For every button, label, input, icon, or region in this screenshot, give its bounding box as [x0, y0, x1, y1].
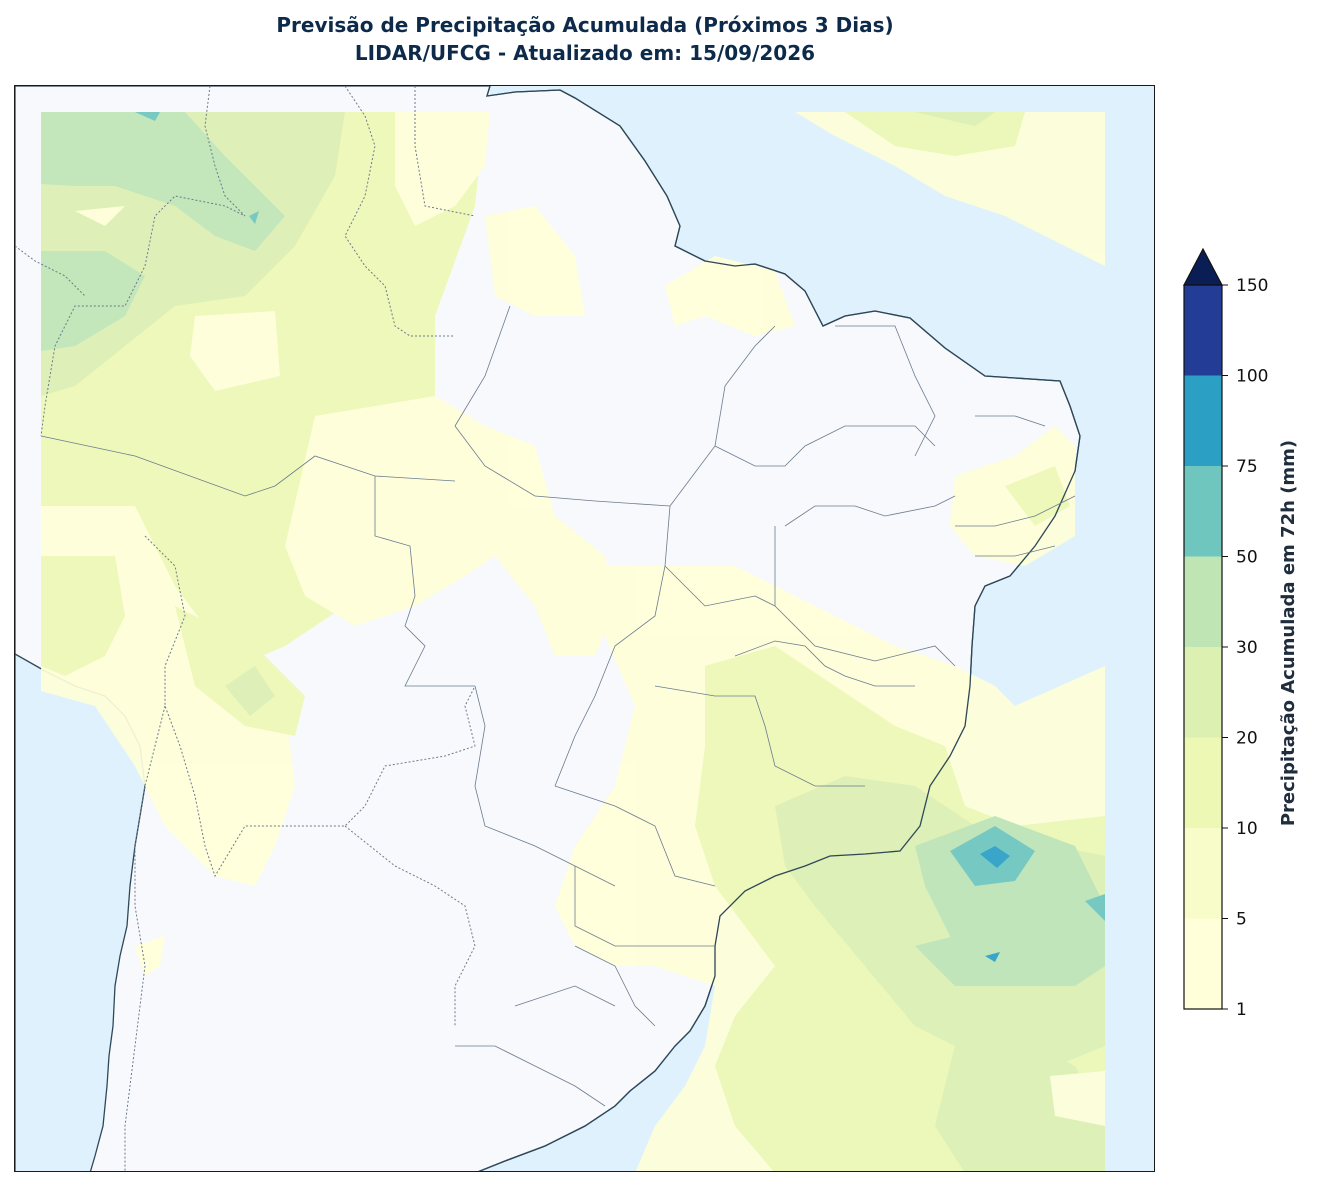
- colorbar-tick-label: 30: [1236, 638, 1258, 658]
- colorbar-tick-label: 20: [1236, 729, 1258, 749]
- colorbar-segment: [1184, 647, 1222, 738]
- colorbar-segment: [1184, 828, 1222, 919]
- chart-title: Previsão de Precipitação Acumulada (Próx…: [276, 13, 894, 37]
- colorbar-tick-label: 75: [1236, 457, 1258, 477]
- map-canvas: [15, 86, 1154, 1171]
- precipitation-map: [14, 85, 1155, 1172]
- state-borders: [40, 305, 1076, 1107]
- colorbar-segment: [1184, 285, 1222, 376]
- colorbar-label: Precipitação Acumulada em 72h (mm): [1278, 440, 1299, 826]
- colorbar-segment: [1184, 918, 1222, 1009]
- colorbar-tick-label: 10: [1236, 819, 1258, 839]
- coastline: [478, 86, 1081, 1171]
- colorbar-extend-arrow: [1183, 247, 1223, 286]
- colorbar-segment: [1184, 375, 1222, 466]
- colorbar-tick-label: 1: [1236, 1000, 1247, 1020]
- colorbar-tick-label: 150: [1236, 276, 1268, 296]
- colorbar-segment: [1184, 466, 1222, 557]
- colorbar-segment: [1184, 556, 1222, 647]
- colorbar-tick-label: 100: [1236, 367, 1268, 387]
- chart-subtitle: LIDAR/UFCG - Atualizado em: 15/09/2026: [354, 41, 816, 65]
- colorbar-tick-label: 50: [1236, 548, 1258, 568]
- colorbar: Precipitação Acumulada em 72h (mm) 1 5 10 2…: [1170, 240, 1319, 1020]
- country-borders: [15, 86, 476, 1171]
- colorbar-svg: Precipitação Acumulada em 72h (mm) 1 5 10 2…: [1183, 247, 1299, 1020]
- colorbar-segment: [1184, 737, 1222, 828]
- colorbar-tick-label: 5: [1236, 910, 1247, 930]
